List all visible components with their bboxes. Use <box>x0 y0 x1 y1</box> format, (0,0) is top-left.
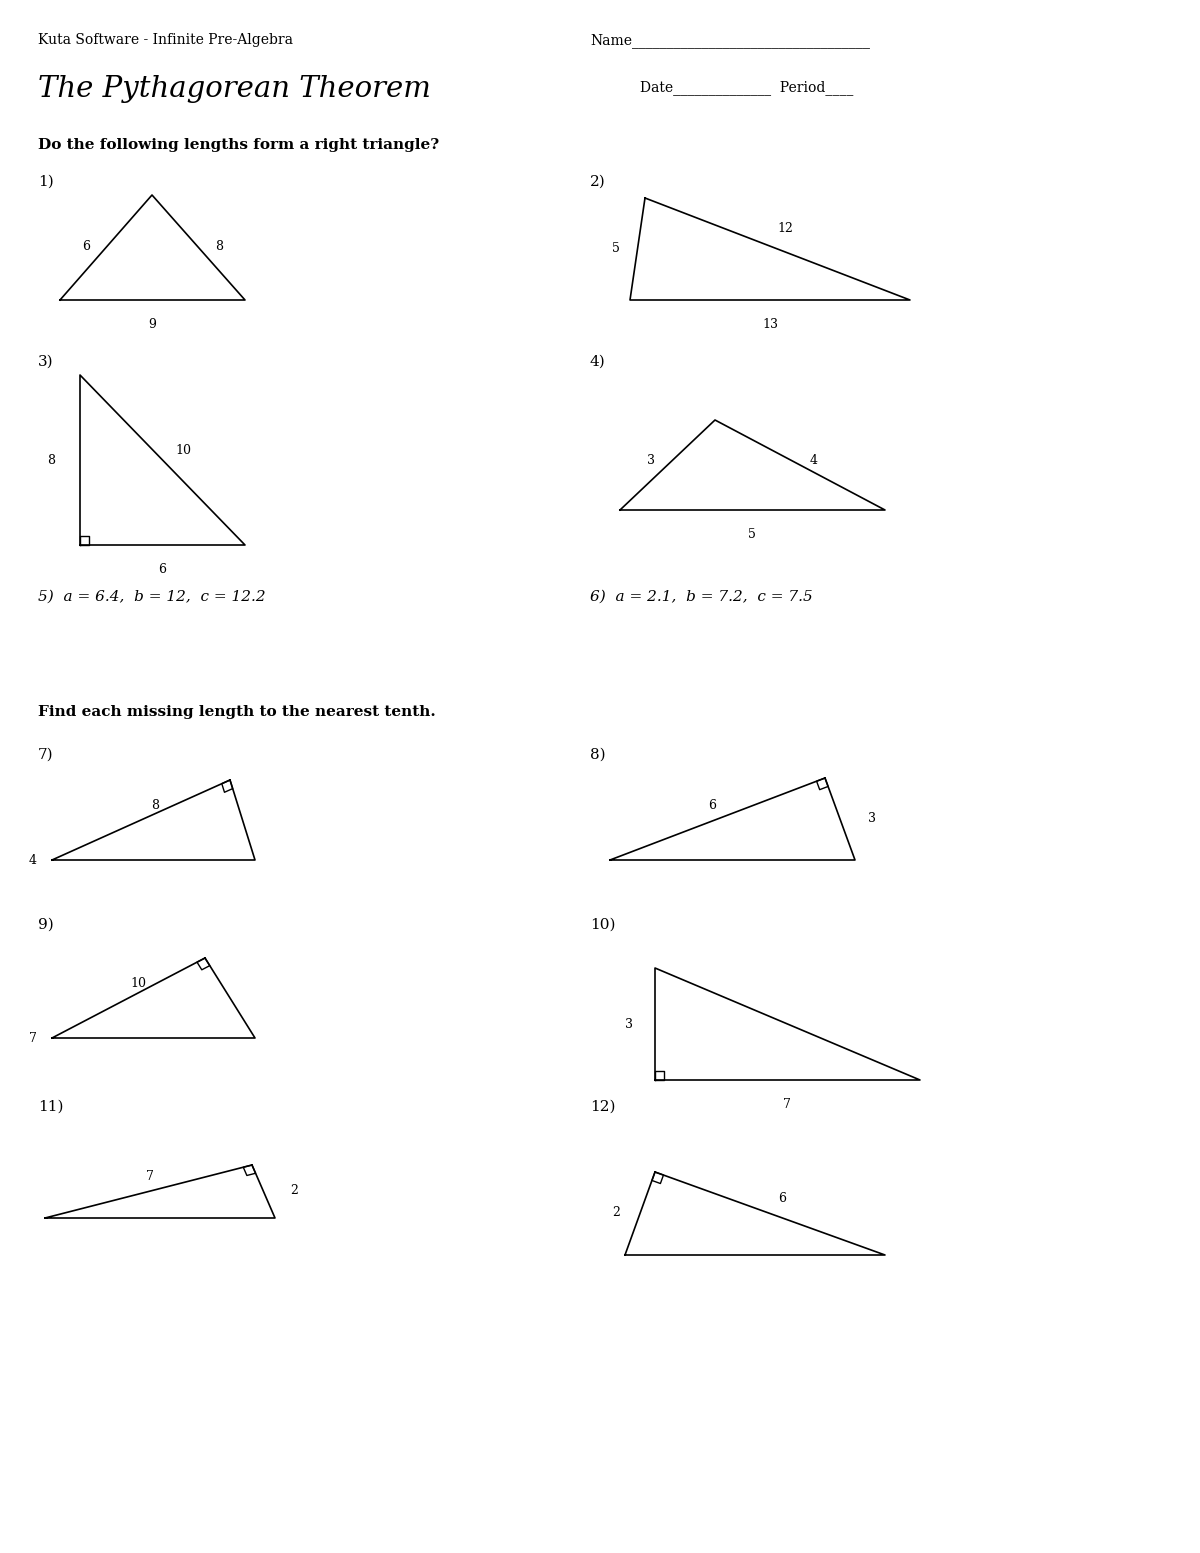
Text: 9: 9 <box>148 318 156 331</box>
Text: 5)  a = 6.4,  b = 12,  c = 12.2: 5) a = 6.4, b = 12, c = 12.2 <box>38 590 265 604</box>
Text: 5: 5 <box>612 242 620 256</box>
Text: Name__________________________________: Name__________________________________ <box>590 33 870 48</box>
Text: 12: 12 <box>778 222 793 235</box>
Text: 4: 4 <box>29 854 37 867</box>
Text: 11): 11) <box>38 1100 64 1114</box>
Text: 7: 7 <box>146 1169 154 1183</box>
Text: 13: 13 <box>762 318 778 331</box>
Text: 8: 8 <box>151 798 158 812</box>
Text: Find each missing length to the nearest tenth.: Find each missing length to the nearest … <box>38 705 436 719</box>
Text: 10): 10) <box>590 918 616 932</box>
Text: The Pythagorean Theorem: The Pythagorean Theorem <box>38 75 431 102</box>
Text: 10: 10 <box>175 444 191 457</box>
Text: 6: 6 <box>158 564 166 576</box>
Text: 7: 7 <box>29 1031 37 1045</box>
Text: 4: 4 <box>810 453 818 466</box>
Text: Date______________  Period____: Date______________ Period____ <box>640 81 853 95</box>
Text: 1): 1) <box>38 175 54 189</box>
Text: 2): 2) <box>590 175 606 189</box>
Text: Kuta Software - Infinite Pre-Algebra: Kuta Software - Infinite Pre-Algebra <box>38 33 293 47</box>
Text: 5: 5 <box>748 528 756 540</box>
Text: 2: 2 <box>612 1205 620 1219</box>
Text: 6: 6 <box>778 1193 786 1205</box>
Text: Do the following lengths form a right triangle?: Do the following lengths form a right tr… <box>38 138 439 152</box>
Text: 2: 2 <box>290 1183 298 1196</box>
Text: 3: 3 <box>647 453 655 466</box>
Text: 7: 7 <box>784 1098 791 1110</box>
Text: 3: 3 <box>868 812 876 825</box>
Text: 3: 3 <box>625 1017 634 1031</box>
Text: 8: 8 <box>215 241 223 253</box>
Text: 12): 12) <box>590 1100 616 1114</box>
Text: 7): 7) <box>38 749 54 763</box>
Text: 10: 10 <box>130 977 146 989</box>
Text: 8: 8 <box>47 453 55 466</box>
Text: 9): 9) <box>38 918 54 932</box>
Text: 6: 6 <box>82 241 90 253</box>
Text: 6)  a = 2.1,  b = 7.2,  c = 7.5: 6) a = 2.1, b = 7.2, c = 7.5 <box>590 590 812 604</box>
Text: 8): 8) <box>590 749 606 763</box>
Text: 3): 3) <box>38 356 54 370</box>
Text: 4): 4) <box>590 356 606 370</box>
Text: 6: 6 <box>708 798 716 812</box>
